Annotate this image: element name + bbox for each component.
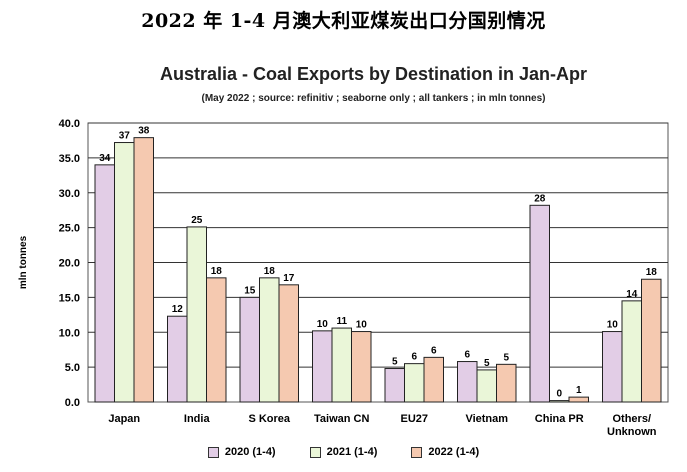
x-tick-label: Taiwan CN <box>314 413 369 425</box>
legend-swatch-2021 <box>309 446 321 458</box>
legend-swatch-2022 <box>411 446 423 458</box>
bar <box>621 300 642 403</box>
bar <box>641 278 662 403</box>
y-tick-label: 0.0 <box>65 397 80 409</box>
data-label: 10 <box>356 320 368 331</box>
data-label: 12 <box>172 304 184 315</box>
bar <box>133 137 154 403</box>
legend-swatch-2020 <box>207 446 219 458</box>
data-label: 5 <box>503 352 509 363</box>
y-tick-label: 25.0 <box>59 223 80 235</box>
bar <box>457 361 478 403</box>
legend-label-2020: 2020 (1-4) <box>224 446 276 458</box>
bar <box>602 331 623 403</box>
x-tick-label: China PR <box>535 413 584 425</box>
bar <box>476 369 497 403</box>
data-label: 5 <box>392 357 398 368</box>
x-tick-label: Unknown <box>607 426 657 438</box>
data-label: 18 <box>211 266 223 277</box>
x-tick-label: India <box>184 413 211 425</box>
bar <box>529 204 550 403</box>
y-tick-label: 20.0 <box>59 258 80 270</box>
y-tick-label: 15.0 <box>59 292 80 304</box>
bar <box>94 164 115 403</box>
y-tick-label: 30.0 <box>59 188 80 200</box>
data-label: 28 <box>534 193 546 204</box>
data-label: 6 <box>431 345 437 356</box>
x-tick-label: S Korea <box>248 413 290 425</box>
y-tick-label: 5.0 <box>65 362 80 374</box>
bar <box>351 331 372 403</box>
bar <box>167 315 188 403</box>
legend-item-2021: 2021 (1-4) <box>309 446 378 458</box>
data-label: 34 <box>99 153 111 164</box>
bar <box>114 142 135 403</box>
bar <box>384 368 405 403</box>
bar <box>186 226 207 403</box>
data-label: 0 <box>556 389 562 400</box>
bar <box>549 400 570 403</box>
bar <box>568 396 589 403</box>
bar <box>404 363 425 403</box>
y-tick-label: 35.0 <box>59 153 80 165</box>
chart-subtitle: (May 2022 ; source: refinitiv ; seaborne… <box>201 93 546 104</box>
chart-title: Australia - Coal Exports by Destination … <box>159 64 588 84</box>
bar <box>278 284 299 403</box>
x-tick-label: Japan <box>108 413 140 425</box>
legend-item-2022: 2022 (1-4) <box>411 446 479 458</box>
data-label: 1 <box>576 385 582 396</box>
data-label: 38 <box>138 126 150 137</box>
bar <box>312 330 333 403</box>
legend-label-2021: 2021 (1-4) <box>326 446 378 458</box>
data-label: 6 <box>411 352 417 363</box>
data-label: 15 <box>244 285 256 296</box>
data-label: 10 <box>317 319 329 330</box>
bar <box>496 363 517 403</box>
y-tick-label: 10.0 <box>59 327 80 339</box>
data-label: 37 <box>119 131 131 142</box>
y-tick-label: 40.0 <box>59 118 80 130</box>
data-label: 11 <box>336 316 347 327</box>
bar <box>331 327 352 403</box>
bar <box>239 296 260 403</box>
data-label: 18 <box>264 266 276 277</box>
y-axis-label: mln tonnes <box>18 235 29 289</box>
x-tick-label: Vietnam <box>465 413 508 425</box>
legend-label-2022: 2022 (1-4) <box>428 446 480 458</box>
data-label: 6 <box>464 350 470 361</box>
data-label: 25 <box>191 215 203 226</box>
x-tick-label: Others/ <box>612 413 651 425</box>
bar <box>423 356 444 403</box>
x-tick-label: EU27 <box>400 413 428 425</box>
bar <box>206 277 227 403</box>
data-label: 17 <box>283 273 295 284</box>
page-heading: 2022 年 1-4 月澳大利亚煤炭出口分国别情况 <box>141 10 546 32</box>
data-label: 14 <box>626 289 638 300</box>
data-label: 10 <box>607 320 619 331</box>
legend-item-2020: 2020 (1-4) <box>207 446 276 458</box>
bar <box>259 277 280 403</box>
data-label: 18 <box>646 267 658 278</box>
data-label: 5 <box>484 358 490 369</box>
legend: 2020 (1-4) 2021 (1-4) 2022 (1-4) <box>0 446 687 458</box>
